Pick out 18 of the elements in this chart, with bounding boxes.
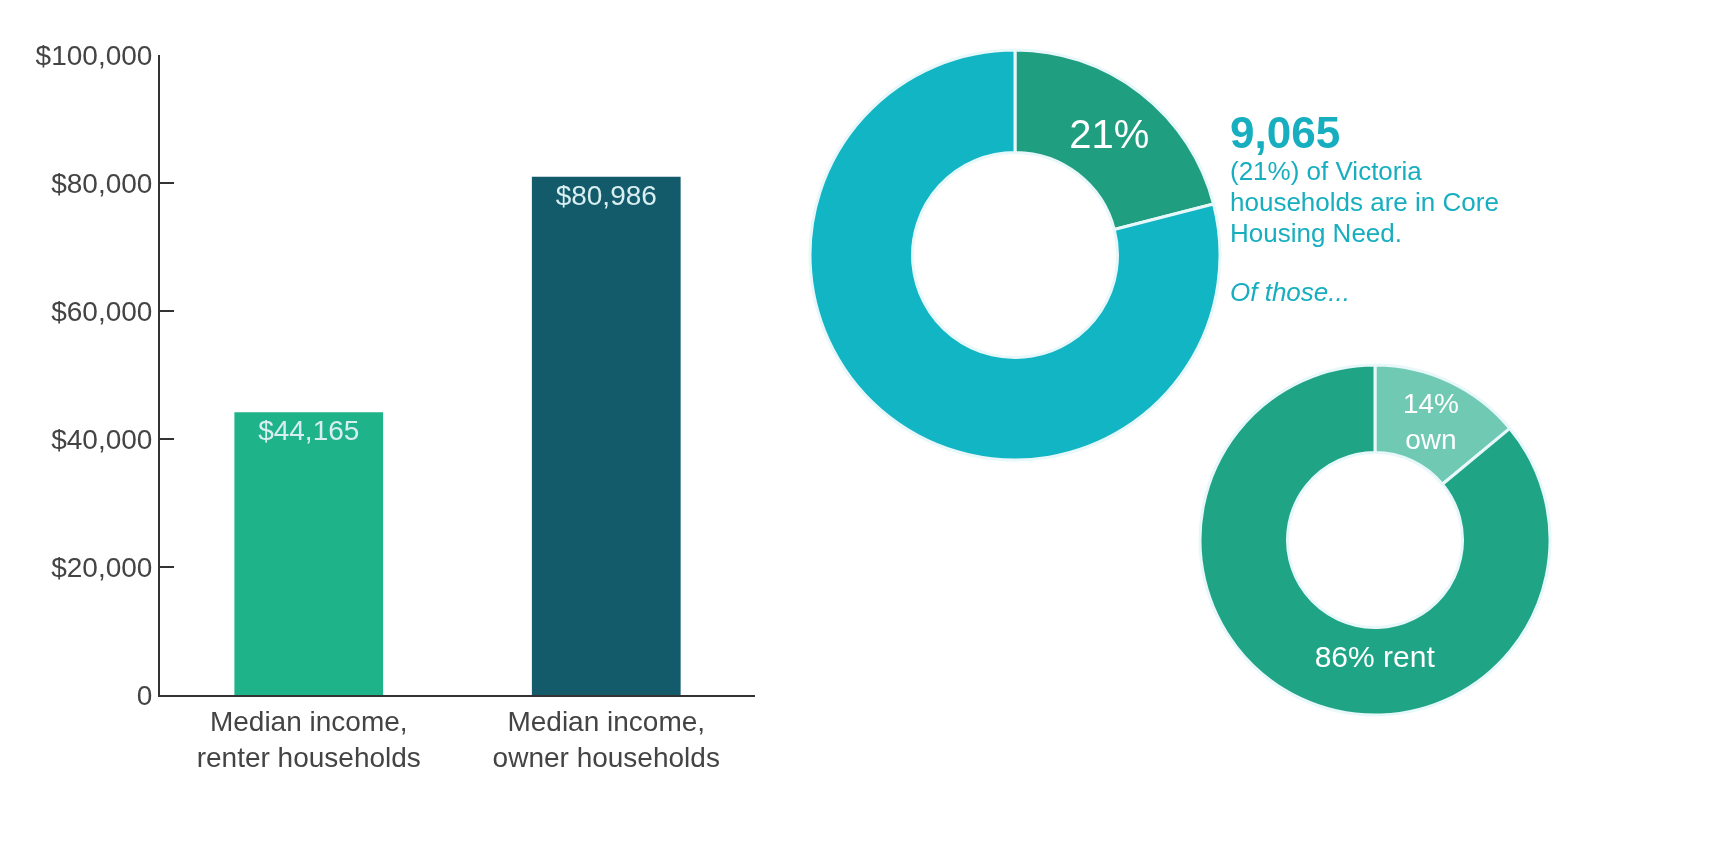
y-tick-label: $60,000 xyxy=(51,295,153,327)
y-tick-label: $80,000 xyxy=(51,167,153,199)
data-label: $44,165 xyxy=(258,415,360,447)
data-label: 21% xyxy=(1069,111,1150,156)
data-label: $80,986 xyxy=(555,179,657,211)
x-tick-label: Median income, renter households xyxy=(196,705,421,773)
text: 9,065 xyxy=(1230,108,1342,157)
x-tick-label: Median income, owner households xyxy=(492,705,720,773)
data-label: 86% rent xyxy=(1314,640,1436,674)
data-label: 14% own xyxy=(1402,387,1459,456)
y-tick-label: 0 xyxy=(136,679,153,711)
donut-slice xyxy=(1198,363,1552,717)
y-tick-label: $20,000 xyxy=(51,551,153,583)
text: (21%) of Victoria households are in Core Housing Need. xyxy=(1230,156,1500,249)
donut-slice xyxy=(808,48,1222,462)
y-tick-label: $40,000 xyxy=(51,423,153,455)
text: Of those... xyxy=(1230,277,1351,308)
y-tick-label: $100,000 xyxy=(35,39,153,71)
